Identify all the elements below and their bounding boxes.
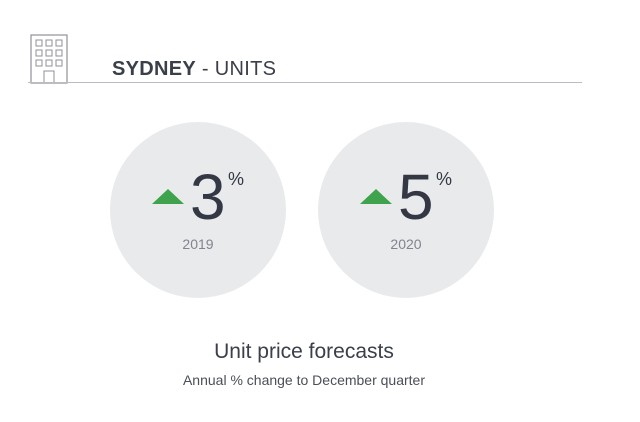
building-icon — [30, 34, 68, 84]
arrow-up-icon — [360, 189, 392, 204]
forecast-year: 2019 — [182, 236, 214, 252]
property-type: UNITS — [214, 58, 277, 80]
title-separator: - — [196, 58, 215, 80]
forecast-circle-2019: 3 % 2019 — [110, 122, 286, 298]
forecast-value: 3 — [190, 161, 226, 233]
forecast-value: 5 — [398, 161, 434, 233]
page-title: SYDNEY - UNITS — [112, 58, 276, 81]
forecast-circle-2020: 5 % 2020 — [318, 122, 494, 298]
caption-subtitle: Annual % change to December quarter — [182, 372, 426, 388]
header-divider — [28, 82, 582, 83]
forecast-unit: % — [228, 169, 245, 189]
caption-title: Unit price forecasts — [214, 340, 394, 363]
arrow-up-icon — [152, 189, 184, 204]
city-name: SYDNEY — [112, 58, 197, 80]
forecast-year: 2020 — [390, 236, 422, 252]
forecast-unit: % — [436, 169, 453, 189]
